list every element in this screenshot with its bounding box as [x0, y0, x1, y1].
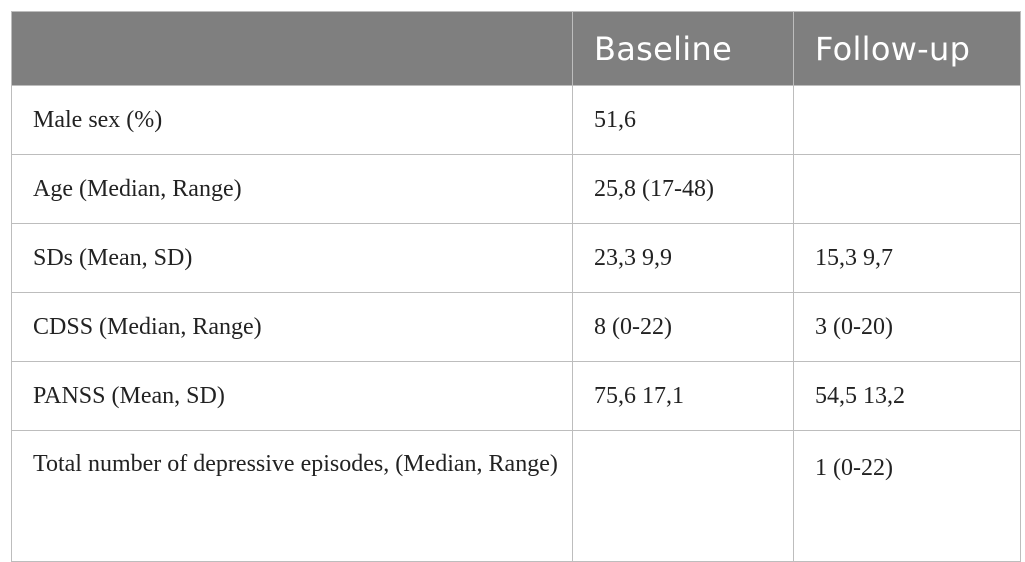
header-cell-variable — [11, 11, 573, 86]
baseline-value: 75,6 17,1 — [572, 361, 794, 431]
row-label: Age (Median, Range) — [11, 154, 573, 224]
follow-up-value — [793, 85, 1021, 155]
follow-up-value — [793, 154, 1021, 224]
row-label: Male sex (%) — [11, 85, 573, 155]
row-label: SDs (Mean, SD) — [11, 223, 573, 293]
follow-up-value: 54,5 13,2 — [793, 361, 1021, 431]
data-table: Baseline Follow-up Male sex (%) 51,6 Age… — [11, 11, 1021, 562]
table-row: Total number of depressive episodes, (Me… — [11, 430, 1021, 562]
header-cell-follow-up: Follow-up — [793, 11, 1021, 86]
follow-up-value: 15,3 9,7 — [793, 223, 1021, 293]
table-row: Age (Median, Range) 25,8 (17-48) — [11, 154, 1021, 224]
header-cell-baseline: Baseline — [572, 11, 794, 86]
table-body: Male sex (%) 51,6 Age (Median, Range) 25… — [11, 85, 1021, 562]
baseline-value — [572, 430, 794, 562]
table-row: PANSS (Mean, SD) 75,6 17,1 54,5 13,2 — [11, 361, 1021, 431]
table-header: Baseline Follow-up — [11, 11, 1021, 86]
baseline-value: 25,8 (17-48) — [572, 154, 794, 224]
table-row: CDSS (Median, Range) 8 (0-22) 3 (0-20) — [11, 292, 1021, 362]
table-row: Male sex (%) 51,6 — [11, 85, 1021, 155]
follow-up-value: 1 (0-22) — [793, 430, 1021, 562]
follow-up-value: 3 (0-20) — [793, 292, 1021, 362]
row-label: CDSS (Median, Range) — [11, 292, 573, 362]
row-label: PANSS (Mean, SD) — [11, 361, 573, 431]
baseline-value: 8 (0-22) — [572, 292, 794, 362]
table-row: SDs (Mean, SD) 23,3 9,9 15,3 9,7 — [11, 223, 1021, 293]
baseline-value: 51,6 — [572, 85, 794, 155]
row-label: Total number of depressive episodes, (Me… — [11, 430, 573, 562]
baseline-value: 23,3 9,9 — [572, 223, 794, 293]
header-row: Baseline Follow-up — [11, 11, 1021, 86]
